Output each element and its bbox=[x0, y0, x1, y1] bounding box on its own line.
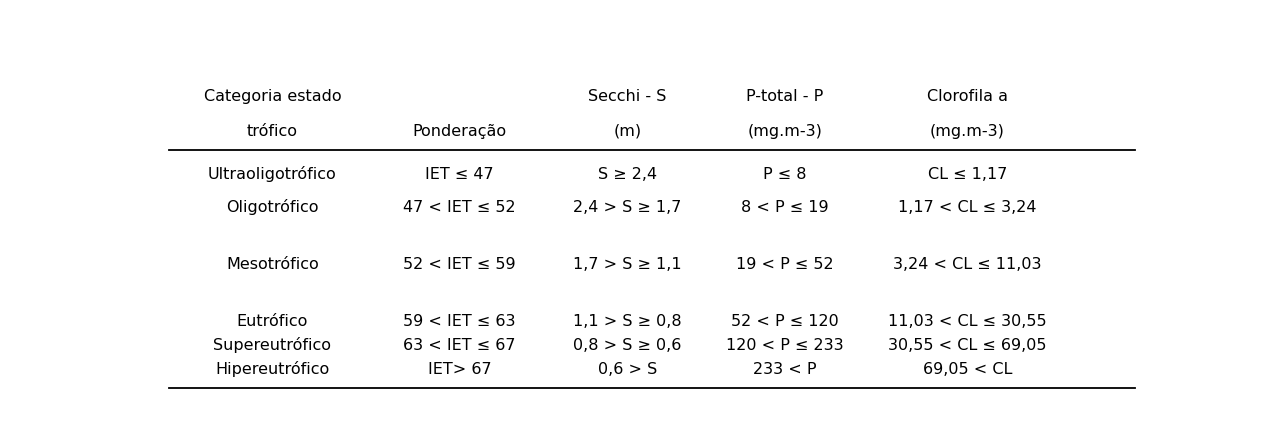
Text: 30,55 < CL ≤ 69,05: 30,55 < CL ≤ 69,05 bbox=[888, 338, 1047, 353]
Text: 3,24 < CL ≤ 11,03: 3,24 < CL ≤ 11,03 bbox=[893, 257, 1042, 271]
Text: 47 < IET ≤ 52: 47 < IET ≤ 52 bbox=[403, 200, 516, 215]
Text: 233 < P: 233 < P bbox=[753, 362, 817, 377]
Text: 1,17 < CL ≤ 3,24: 1,17 < CL ≤ 3,24 bbox=[898, 200, 1037, 215]
Text: 63 < IET ≤ 67: 63 < IET ≤ 67 bbox=[403, 338, 516, 353]
Text: Supereutrófico: Supereutrófico bbox=[214, 337, 332, 353]
Text: P-total - P: P-total - P bbox=[747, 90, 823, 104]
Text: 8 < P ≤ 19: 8 < P ≤ 19 bbox=[742, 200, 829, 215]
Text: 52 < P ≤ 120: 52 < P ≤ 120 bbox=[731, 314, 838, 328]
Text: Ponderação: Ponderação bbox=[412, 124, 506, 139]
Text: 0,6 > S: 0,6 > S bbox=[598, 362, 656, 377]
Text: (m): (m) bbox=[613, 124, 641, 139]
Text: S ≥ 2,4: S ≥ 2,4 bbox=[598, 167, 656, 182]
Text: Hipereutrófico: Hipereutrófico bbox=[215, 362, 329, 377]
Text: 69,05 < CL: 69,05 < CL bbox=[922, 362, 1013, 377]
Text: Mesotrófico: Mesotrófico bbox=[226, 257, 319, 271]
Text: Clorofila a: Clorofila a bbox=[927, 90, 1007, 104]
Text: trófico: trófico bbox=[247, 124, 298, 139]
Text: 19 < P ≤ 52: 19 < P ≤ 52 bbox=[736, 257, 833, 271]
Text: 120 < P ≤ 233: 120 < P ≤ 233 bbox=[726, 338, 843, 353]
Text: 11,03 < CL ≤ 30,55: 11,03 < CL ≤ 30,55 bbox=[888, 314, 1047, 328]
Text: Secchi - S: Secchi - S bbox=[588, 90, 667, 104]
Text: (mg.m-3): (mg.m-3) bbox=[748, 124, 823, 139]
Text: 52 < IET ≤ 59: 52 < IET ≤ 59 bbox=[403, 257, 516, 271]
Text: 2,4 > S ≥ 1,7: 2,4 > S ≥ 1,7 bbox=[574, 200, 682, 215]
Text: Ultraoligotrófico: Ultraoligotrófico bbox=[209, 167, 337, 182]
Text: P ≤ 8: P ≤ 8 bbox=[763, 167, 806, 182]
Text: CL ≤ 1,17: CL ≤ 1,17 bbox=[927, 167, 1007, 182]
Text: 0,8 > S ≥ 0,6: 0,8 > S ≥ 0,6 bbox=[574, 338, 682, 353]
Text: 1,7 > S ≥ 1,1: 1,7 > S ≥ 1,1 bbox=[572, 257, 682, 271]
Text: IET> 67: IET> 67 bbox=[427, 362, 491, 377]
Text: Categoria estado: Categoria estado bbox=[204, 90, 341, 104]
Text: Eutrófico: Eutrófico bbox=[237, 314, 308, 328]
Text: Oligotrófico: Oligotrófico bbox=[226, 199, 318, 215]
Text: IET ≤ 47: IET ≤ 47 bbox=[425, 167, 494, 182]
Text: (mg.m-3): (mg.m-3) bbox=[930, 124, 1005, 139]
Text: 1,1 > S ≥ 0,8: 1,1 > S ≥ 0,8 bbox=[572, 314, 682, 328]
Text: 59 < IET ≤ 63: 59 < IET ≤ 63 bbox=[403, 314, 516, 328]
